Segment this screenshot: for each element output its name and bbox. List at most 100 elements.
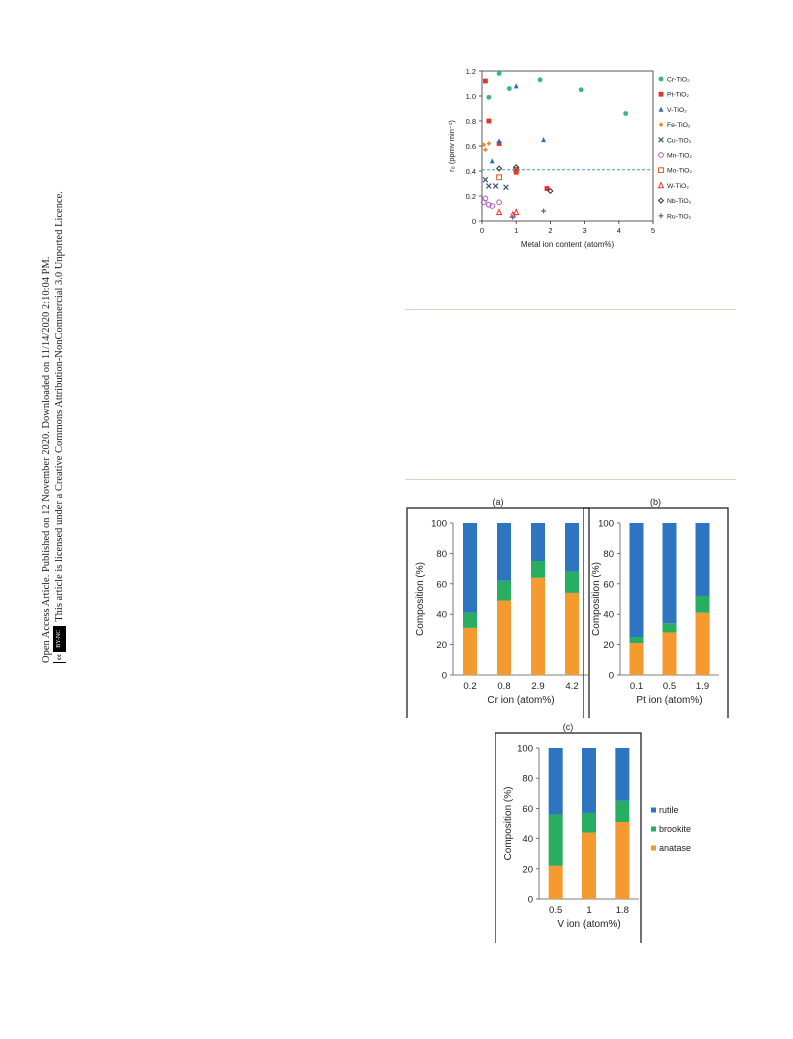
x-axis-label: Pt ion (atom%) <box>636 695 702 706</box>
legend-swatch-anatase <box>651 845 656 851</box>
y-tick-label: 60 <box>436 579 447 590</box>
margin-line-1: Open Access Article. Published on 12 Nov… <box>41 256 52 663</box>
license-link[interactable]: This article is licensed under a Creativ… <box>54 191 65 622</box>
bar-anatase <box>582 832 596 899</box>
y-tick-label: 80 <box>436 549 447 560</box>
legend-label: Nb-TiO₂ <box>667 198 692 205</box>
legend-marker <box>658 106 664 112</box>
x-axis-label: Metal ion content (atom%) <box>521 240 615 249</box>
series-Fe-TiO₂ <box>481 141 492 153</box>
panel-title: (c) <box>563 722 574 732</box>
y-tick-label: 0 <box>528 895 533 906</box>
data-point <box>482 176 489 183</box>
x-tick-label: 2.9 <box>531 681 544 692</box>
legend-marker <box>658 122 664 127</box>
margin-note-text: Open Access Article. Published on 12 Nov… <box>40 191 67 663</box>
bar-brookite <box>531 561 545 578</box>
bar-rutile <box>582 748 596 813</box>
legend-label: rutile <box>659 805 679 815</box>
x-tick-label: 4 <box>617 226 621 235</box>
y-tick-label: 0.2 <box>466 192 476 201</box>
data-point <box>513 166 520 173</box>
x-tick-label: 3 <box>583 226 587 235</box>
bar-rutile <box>662 523 677 624</box>
legend-label: brookite <box>659 824 691 834</box>
x-tick-label: 5 <box>651 226 655 235</box>
y-tick-label: 40 <box>522 834 533 845</box>
x-tick-label: 0.2 <box>463 681 476 692</box>
x-tick-label: 0.5 <box>663 681 676 692</box>
y-tick-label: 40 <box>436 610 447 621</box>
y-tick-label: 60 <box>522 804 533 815</box>
legend-label: anatase <box>659 843 691 853</box>
data-point <box>496 141 502 146</box>
legend-marker <box>657 181 665 189</box>
panel-title: (b) <box>650 497 661 507</box>
x-axis-label: V ion (atom%) <box>557 919 620 930</box>
y-tick-label: 0.8 <box>466 117 476 126</box>
y-tick-label: 1.2 <box>466 67 476 76</box>
y-tick-label: 20 <box>603 640 614 651</box>
divider-bottom <box>405 479 736 480</box>
data-point <box>485 201 492 208</box>
x-axis-label: Cr ion (atom%) <box>487 695 554 706</box>
legend-label: Mo-TiO₂ <box>667 168 692 175</box>
legend-marker <box>658 152 664 158</box>
y-tick-label: 1.0 <box>466 92 476 101</box>
bar-anatase <box>629 643 644 675</box>
panel-title: (a) <box>493 497 504 507</box>
x-tick-label: 0.1 <box>630 681 643 692</box>
data-point <box>495 208 503 216</box>
bar-rutile <box>565 523 579 572</box>
x-tick-label: 4.2 <box>565 681 578 692</box>
y-tick-label: 0.4 <box>466 167 476 176</box>
x-tick-label: 1 <box>586 905 591 916</box>
bar-figure-b: (b) 0 20 40 60 80 100 0.1 0.5 1.9 Pt ion (atom%) Co… <box>583 497 729 718</box>
x-tick-label: 2 <box>548 226 552 235</box>
bar-brookite <box>629 637 644 644</box>
y-tick-label: 100 <box>598 519 614 530</box>
legend-marker <box>658 91 664 97</box>
y-tick-label: 40 <box>603 610 614 621</box>
data-point <box>483 147 488 153</box>
data-point <box>483 78 488 84</box>
data-point <box>482 195 489 202</box>
legend-swatch-rutile <box>651 807 656 813</box>
bar-brookite <box>582 812 596 833</box>
y-tick-label: 80 <box>603 549 614 560</box>
y-tick-label: 100 <box>517 744 533 755</box>
plot-frame <box>481 70 654 222</box>
y-tick-label: 20 <box>522 864 533 875</box>
legend-marker <box>658 167 664 174</box>
legend-marker <box>658 136 664 143</box>
legend-marker <box>657 197 665 204</box>
y-tick-label: 0.6 <box>466 142 476 151</box>
y-tick-label: 0 <box>472 217 476 226</box>
legend-marker <box>658 213 664 219</box>
data-point <box>496 199 502 206</box>
y-tick-label: 60 <box>603 579 614 590</box>
data-point <box>492 183 499 189</box>
y-axis-label: Composition (%) <box>503 787 514 861</box>
legend-swatch-brookite <box>651 826 656 832</box>
bar-anatase <box>615 821 630 899</box>
bar-anatase <box>662 632 677 675</box>
bar-rutile <box>629 523 644 637</box>
bar-anatase <box>548 865 563 899</box>
data-point <box>486 94 492 100</box>
legend-label: Cr-TiO₂ <box>667 77 690 84</box>
data-point <box>578 87 584 93</box>
figure-frame <box>495 732 642 943</box>
data-point <box>481 142 487 148</box>
series-Cu-TiO₂ <box>482 176 509 191</box>
cc-license-icon[interactable]: cc BY-NC <box>53 625 67 663</box>
data-point <box>506 86 512 91</box>
legend-marker <box>658 76 664 82</box>
x-tick-label: 1 <box>514 226 518 235</box>
bar-anatase <box>565 592 579 675</box>
data-point <box>486 141 492 146</box>
bar-rutile <box>615 748 630 801</box>
x-tick-label: 1.9 <box>696 681 709 692</box>
bar-brookite <box>662 623 677 633</box>
legend-label: W-TiO₂ <box>667 183 689 190</box>
